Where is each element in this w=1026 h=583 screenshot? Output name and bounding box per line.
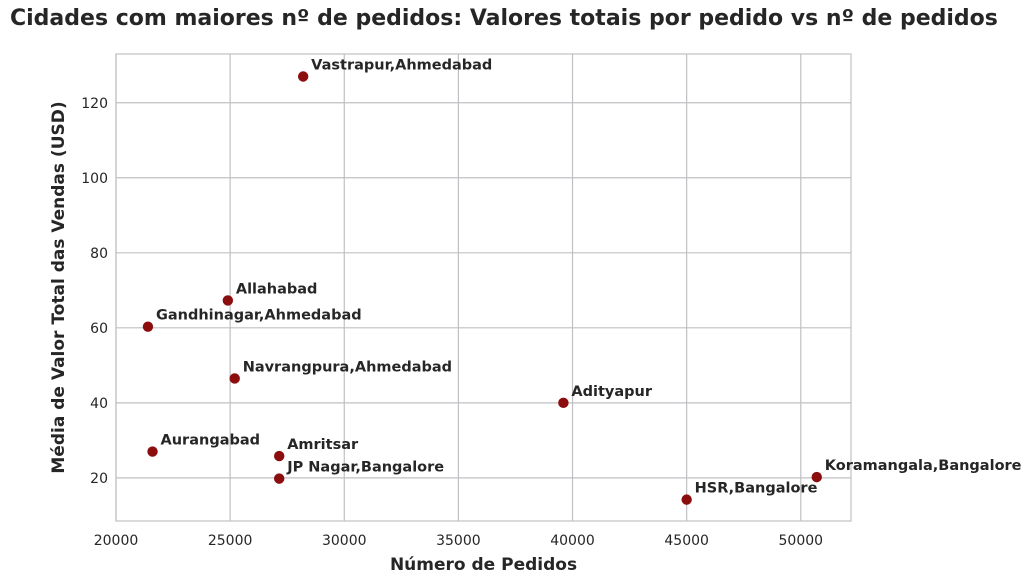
point-label: Koramangala,Bangalore [825, 458, 1022, 474]
x-axis-ticks: 20000 25000 30000 35000 40000 45000 50000 [94, 533, 823, 549]
data-point[interactable] [558, 397, 569, 409]
point-label: Aurangabad [161, 433, 261, 449]
point-label: Vastrapur,Ahmedabad [311, 58, 492, 74]
x-tick-label: 25000 [208, 533, 253, 549]
data-point[interactable] [811, 471, 822, 483]
y-tick-label: 80 [90, 246, 108, 262]
data-point[interactable] [297, 71, 309, 82]
x-tick-label: 35000 [436, 533, 481, 549]
x-tick-label: 30000 [322, 533, 367, 549]
point-label: JP Nagar,Bangalore [286, 460, 444, 476]
y-axis-label: Média de Valor Total das Vendas (USD) [49, 101, 69, 473]
plot-frame [115, 53, 852, 522]
x-tick-label: 20000 [94, 533, 139, 549]
y-tick-label: 120 [81, 96, 108, 112]
point-labels: Vastrapur,Ahmedabad Allahabad Gandhinagar,… [156, 58, 1022, 497]
data-point[interactable] [229, 373, 240, 384]
point-label: Gandhinagar,Ahmedabad [156, 308, 362, 324]
point-label: Allahabad [236, 281, 318, 297]
grid [115, 54, 851, 521]
y-tick-label: 40 [90, 396, 108, 412]
data-point[interactable] [681, 494, 692, 505]
point-label: Amritsar [287, 437, 359, 453]
data-points [142, 71, 822, 505]
data-point[interactable] [274, 450, 285, 462]
y-tick-label: 20 [90, 471, 108, 487]
data-point[interactable] [274, 473, 285, 484]
data-point[interactable] [142, 321, 154, 332]
x-tick-label: 40000 [550, 533, 595, 549]
y-tick-label: 60 [90, 321, 108, 337]
x-axis-label: Número de Pedidos [390, 555, 577, 575]
data-point[interactable] [222, 295, 234, 306]
y-axis-ticks: 20 40 60 80 100 120 [81, 96, 108, 487]
x-tick-label: 50000 [779, 533, 824, 549]
point-label: Adityapur [571, 384, 652, 400]
data-point[interactable] [147, 446, 158, 457]
chart-title: Cidades com maiores nº de pedidos: Valor… [10, 6, 998, 31]
point-label: Navrangpura,Ahmedabad [243, 359, 452, 375]
y-tick-label: 100 [81, 171, 108, 187]
x-tick-label: 45000 [664, 533, 709, 549]
point-label: HSR,Bangalore [695, 481, 818, 497]
